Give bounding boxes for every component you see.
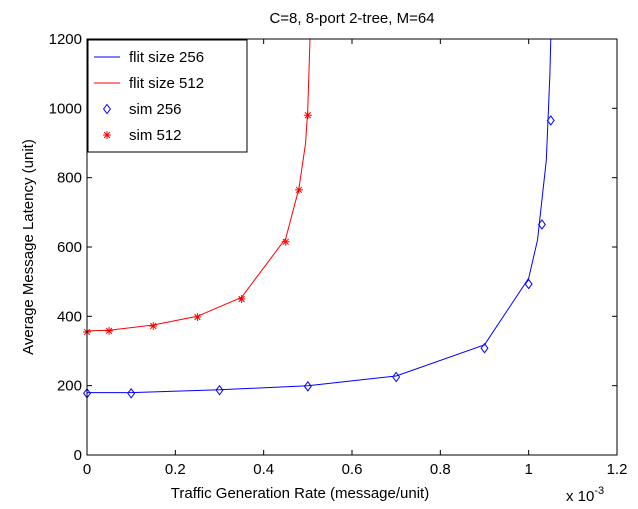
star-stroke (194, 313, 201, 321)
data-point-star (193, 313, 202, 322)
x-tick-label: 0 (83, 461, 91, 478)
data-point-diamond (546, 115, 555, 126)
star-stroke (105, 327, 113, 335)
series-line-1 (86, 38, 311, 332)
x-tick-label: 0.6 (342, 461, 363, 478)
data-point-star (149, 322, 158, 331)
series-line-0 (87, 38, 552, 394)
series-layer (83, 38, 555, 399)
data-point-star (303, 111, 312, 120)
data-point-star (281, 237, 290, 246)
y-axis-title: Average Message Latency (unit) (20, 139, 37, 355)
data-point-diamond (524, 278, 533, 290)
x-tick-label: 1.2 (607, 461, 628, 478)
y-tick-label: 1000 (49, 100, 82, 117)
y-tick-label: 200 (57, 378, 82, 395)
data-point-star (295, 185, 303, 194)
x-tick-label: 0.8 (430, 461, 451, 478)
star-stroke (150, 322, 157, 330)
y-tick-label: 400 (57, 308, 82, 325)
y-tick-label: 1200 (49, 31, 82, 48)
legend-star-swatch (103, 131, 111, 139)
data-point-diamond (127, 387, 136, 399)
y-tick-label: 600 (57, 239, 82, 256)
star-stroke (295, 186, 303, 194)
y-tick-label: 800 (57, 170, 82, 187)
chart-title: C=8, 8-port 2-tree, M=64 (269, 10, 434, 27)
data-point-diamond (537, 219, 546, 230)
legend-entry: sim 512 (103, 127, 182, 144)
star-stroke (304, 112, 312, 119)
series-markers-2 (83, 115, 555, 399)
data-point-diamond (303, 381, 312, 392)
x-axis-multiplier-base: x 10 (566, 488, 594, 505)
legend-entry: flit size 256 (94, 49, 204, 66)
star-stroke (103, 131, 111, 139)
data-point-diamond (480, 342, 489, 354)
ticks-layer: 0 0.2 0.4 0.6 0.8 1 1.2 0 200 400 600 800 1000 1200 (49, 31, 628, 478)
legend-entry: flit size 512 (94, 75, 204, 92)
x-tick-label: 0.4 (253, 461, 274, 478)
data-point-diamond (215, 384, 224, 396)
legend-diamond-swatch (103, 103, 111, 115)
legend-box (87, 39, 248, 153)
star-stroke (282, 238, 289, 246)
x-tick-label: 0.2 (165, 461, 186, 478)
x-axis-multiplier: x 10-3 (566, 485, 604, 505)
y-tick-label: 0 (74, 447, 82, 464)
data-point-star (105, 326, 114, 335)
data-point-diamond (392, 371, 401, 383)
legend-label: flit size 256 (129, 49, 204, 66)
legend-label: sim 512 (129, 127, 182, 144)
legend-entry: sim 256 (103, 101, 182, 118)
star-stroke (238, 295, 245, 303)
data-point-star (237, 295, 246, 303)
legend-label: sim 256 (129, 101, 182, 118)
x-tick-label: 1 (524, 461, 532, 478)
x-axis-multiplier-exponent: -3 (594, 485, 604, 497)
legend-label: flit size 512 (129, 75, 204, 92)
x-axis-title: Traffic Generation Rate (message/unit) (171, 485, 429, 502)
legend: flit size 256 flit size 512 sim 256 sim 512 (87, 39, 248, 153)
